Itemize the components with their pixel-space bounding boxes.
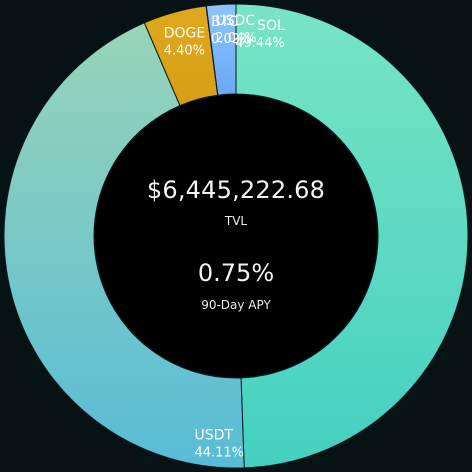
slice-usdt[interactable] (3, 22, 245, 469)
tvl-label: TVL (224, 214, 248, 228)
slice-percent-doge: 4.40% (164, 44, 205, 59)
apy-value: 0.75% (197, 259, 275, 287)
slice-percent-sol: 49.44% (235, 36, 285, 51)
slice-label-doge: DOGE (164, 26, 206, 42)
slice-sol[interactable] (235, 3, 469, 469)
slice-label-btc: BTC (211, 14, 238, 30)
tvl-value: $6,445,222.68 (146, 176, 326, 204)
slice-usdc[interactable] (205, 3, 237, 96)
donut-hole (95, 95, 377, 377)
slice-label-usdt: USDT (194, 427, 233, 443)
apy-label: 90-Day APY (201, 298, 271, 312)
slice-percent-btc: 0.02% (211, 32, 252, 47)
slice-percent-usdc: 2.04% (215, 31, 256, 46)
slice-percent-usdt: 44.11% (194, 445, 244, 460)
slice-label-usdc: USDC (215, 13, 255, 29)
slice-label-sol: SOL (257, 18, 285, 34)
